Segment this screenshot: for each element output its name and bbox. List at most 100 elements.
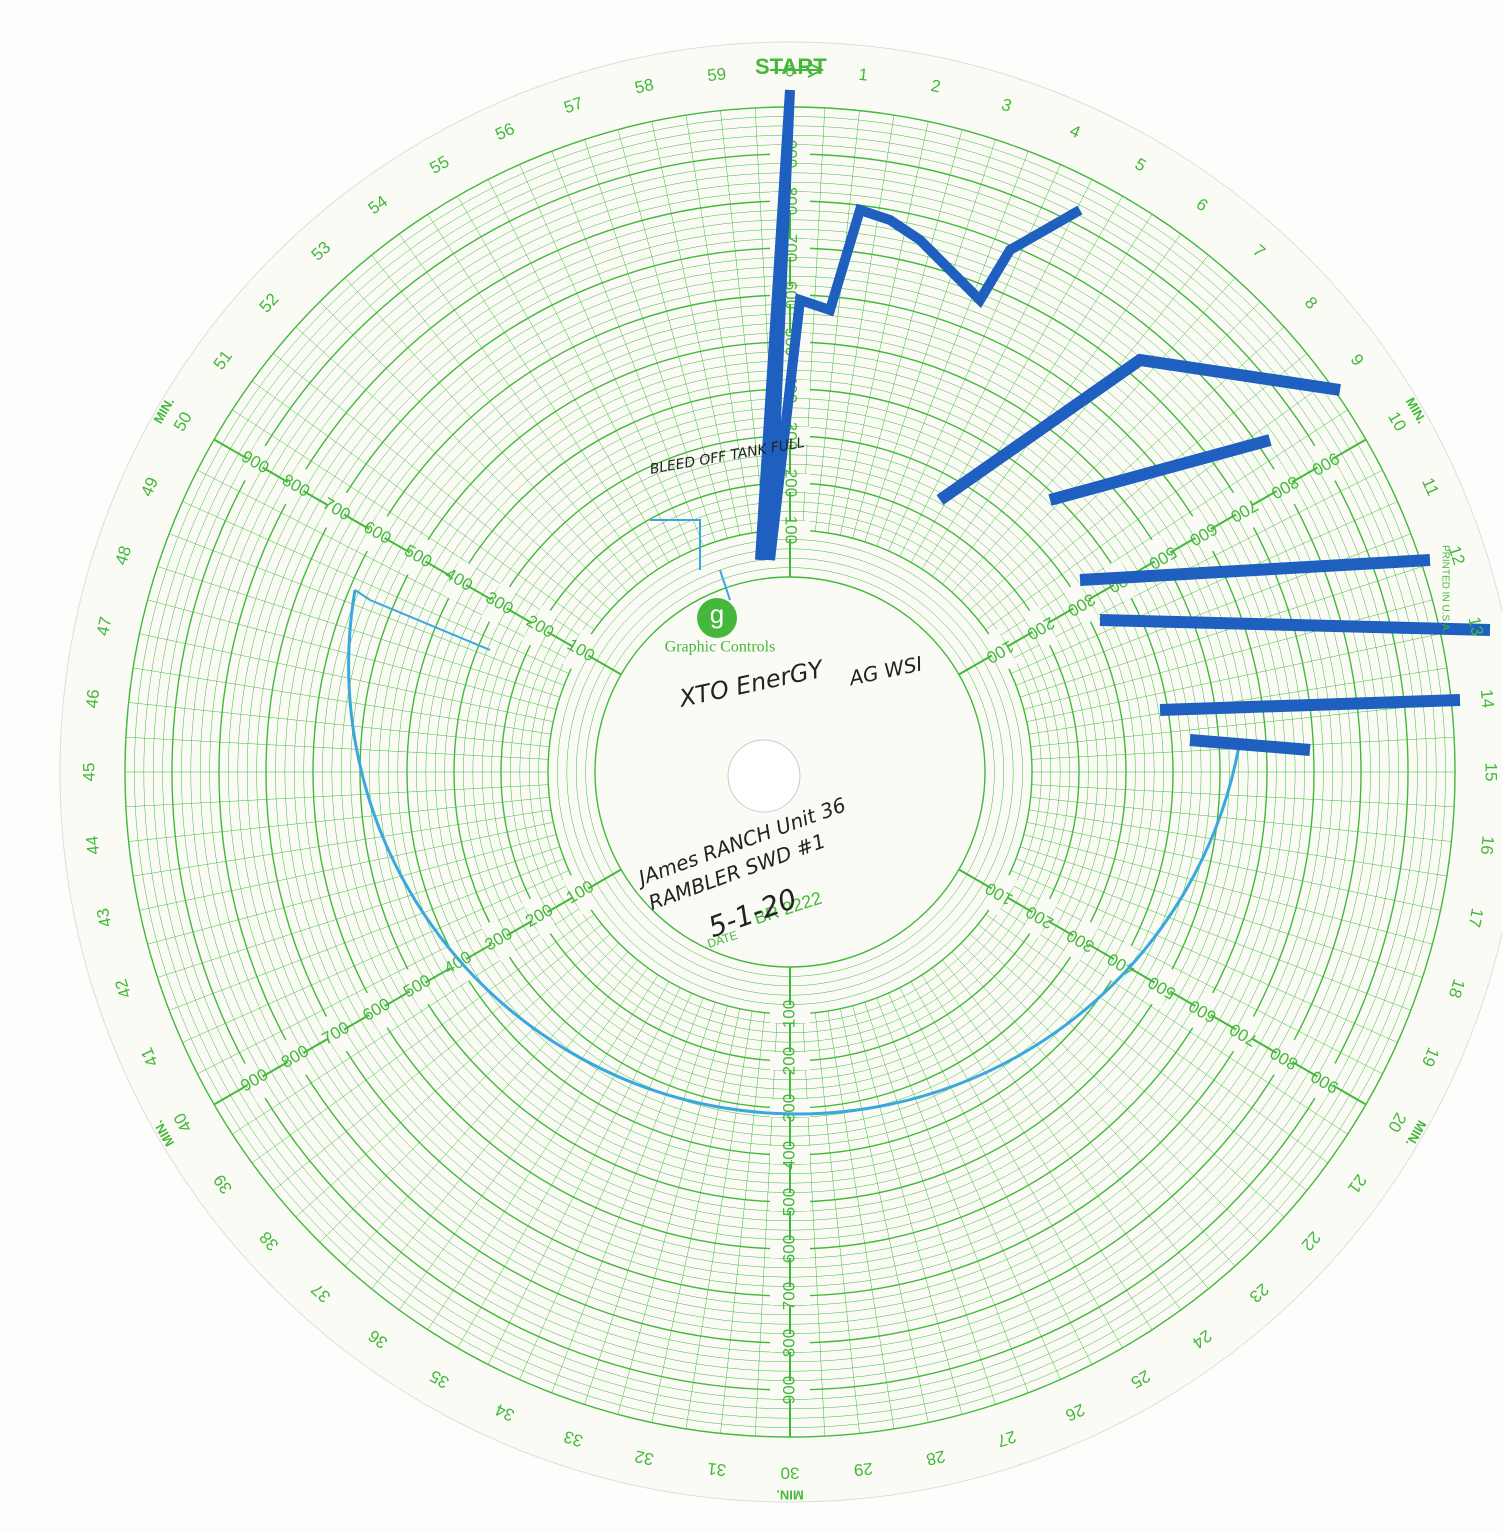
minute-label: 43	[93, 907, 116, 929]
grid-radial	[840, 1008, 929, 1423]
minute-label: 57	[561, 93, 585, 117]
grid-radial	[147, 834, 557, 945]
logo: g	[710, 599, 724, 629]
scale-label-bg	[521, 894, 558, 939]
scale-label-bg	[277, 464, 314, 509]
minute-label: 32	[633, 1446, 655, 1469]
scale-label-bg	[770, 1381, 810, 1399]
grid-radial	[295, 326, 611, 611]
grid-radial	[921, 974, 1153, 1330]
grid-radial	[551, 151, 704, 547]
grid-radial	[876, 997, 1029, 1393]
grid-radial	[319, 942, 620, 1243]
trace-line	[650, 519, 731, 601]
grid-radial	[551, 997, 704, 1393]
grid-radial	[827, 1010, 895, 1429]
grid-radial	[921, 214, 1153, 570]
scale-label-bg	[481, 918, 517, 962]
minute-label: 46	[82, 688, 103, 709]
grid-radial	[371, 959, 638, 1289]
grid-radial	[169, 533, 565, 686]
minute-label: 13	[1464, 615, 1487, 637]
logo-circle	[697, 598, 737, 638]
grid-radial	[125, 784, 549, 808]
scale-label-bg	[237, 1059, 273, 1103]
grid-radial	[519, 992, 692, 1380]
grid-radial	[1030, 797, 1452, 842]
grid-radial	[232, 903, 588, 1135]
grid-radial	[1026, 633, 1441, 722]
grid-radial	[969, 933, 1285, 1218]
pen-traces	[347, 89, 1491, 1116]
scale-label-bg	[770, 1287, 810, 1305]
center-hole	[727, 739, 801, 813]
grid-radial	[985, 380, 1329, 630]
scale-label-bg	[770, 1146, 810, 1164]
grid-radial	[169, 858, 565, 1011]
grid-radial	[932, 967, 1182, 1311]
grid-radial	[398, 233, 648, 577]
grid-radial	[398, 967, 648, 1311]
grid-radial	[133, 809, 552, 877]
scale-label-bg	[399, 535, 436, 579]
grid-radial	[1015, 858, 1411, 1011]
scale-label-bg	[1103, 941, 1140, 986]
scale-label-bg	[770, 1193, 810, 1211]
grid-radial	[802, 1013, 826, 1437]
grid-radial	[1010, 870, 1398, 1043]
scale-label-bg	[1144, 535, 1181, 579]
minute-label: 30	[781, 1464, 800, 1483]
grid-radial	[852, 129, 963, 539]
scale-label-bg	[770, 1240, 810, 1258]
grid-radial	[876, 151, 1029, 547]
grid-radial	[977, 353, 1307, 620]
scale-label-bg	[521, 605, 558, 650]
minute-label: 2	[929, 76, 942, 97]
grid-radial	[827, 115, 895, 534]
grid-radial	[888, 992, 1061, 1380]
minute-label: 47	[93, 615, 116, 637]
grid-radial	[985, 914, 1329, 1164]
grid-radial	[1031, 784, 1455, 808]
grid-radial	[651, 1008, 740, 1423]
scale-label-bg	[1063, 918, 1099, 962]
printed: PRINTED IN U.S.A.	[1439, 545, 1450, 633]
grid-radial	[273, 353, 603, 620]
scale-label-bg	[1266, 464, 1303, 509]
minute-label: 29	[853, 1459, 874, 1480]
grid-radial	[251, 380, 595, 630]
scale-label-bg	[562, 629, 599, 673]
minute-label: 0	[785, 61, 794, 80]
grid-radial	[232, 409, 588, 641]
minute-label: 11	[1418, 475, 1443, 499]
grid-radial	[584, 139, 716, 542]
grid-radial	[427, 974, 659, 1330]
grid-radial	[977, 924, 1307, 1191]
grid-radial	[457, 195, 670, 563]
grid-radial	[139, 822, 554, 911]
grid-radial	[128, 797, 550, 842]
minute-label: 59	[706, 64, 727, 85]
scale-label-bg	[359, 511, 395, 556]
grid-radial	[720, 1012, 765, 1434]
trace-line	[354, 589, 491, 651]
grid-radial	[1020, 566, 1423, 698]
grid-radial	[147, 599, 557, 710]
minute-label: 58	[633, 75, 655, 98]
min-label: MIN.	[776, 1488, 803, 1503]
grid-radial	[371, 255, 638, 585]
grid-radial	[487, 987, 681, 1365]
scale-label-bg	[1185, 988, 1221, 1033]
scale-label-bg	[318, 1012, 354, 1056]
grid-radial	[815, 1012, 860, 1434]
grid-radial	[251, 914, 595, 1164]
grid-radial	[157, 846, 560, 978]
grid-radial	[139, 633, 554, 722]
minute-label: 48	[111, 543, 135, 567]
minute-label: 17	[1464, 907, 1487, 929]
scale-label: 500	[779, 1188, 798, 1216]
grid-radial	[133, 667, 552, 735]
grid-radial	[197, 881, 575, 1075]
grid-radial	[720, 110, 765, 532]
